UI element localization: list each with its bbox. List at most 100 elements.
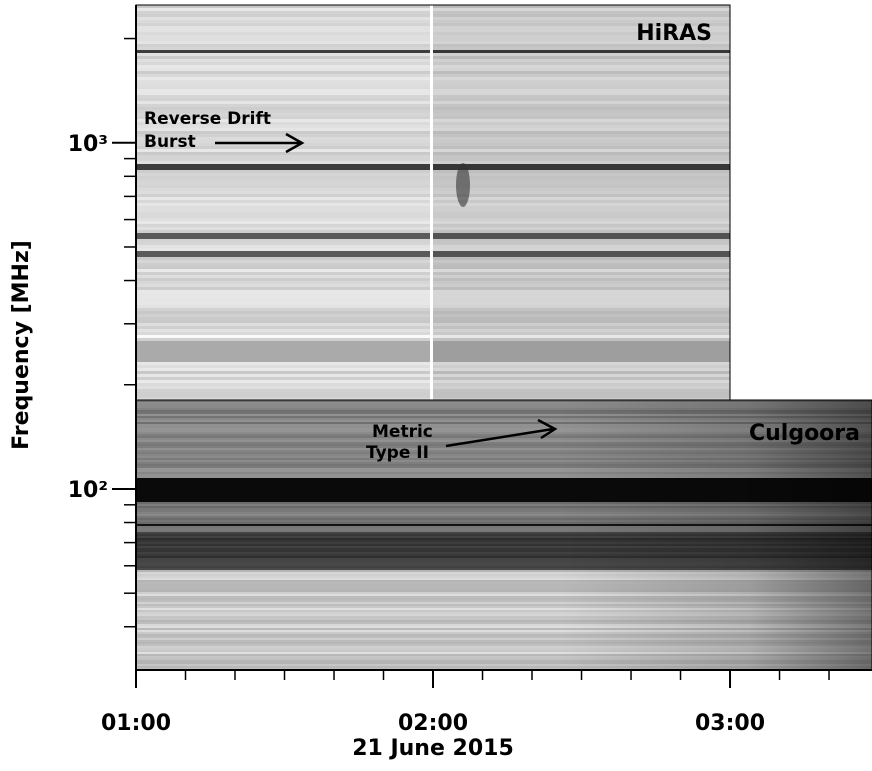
- texture: [136, 500, 872, 502]
- texture: [136, 598, 872, 600]
- texture: [136, 482, 872, 484]
- texture: [136, 630, 872, 632]
- texture: [136, 464, 872, 466]
- texture: [136, 412, 872, 414]
- texture: [136, 524, 872, 526]
- texture: [136, 652, 872, 654]
- texture: [136, 424, 872, 426]
- texture: [136, 480, 872, 482]
- texture: [136, 406, 872, 408]
- texture: [136, 602, 872, 604]
- texture: [136, 532, 872, 534]
- texture: [136, 638, 872, 640]
- texture: [136, 512, 872, 514]
- texture: [136, 408, 872, 410]
- texture: [136, 632, 872, 634]
- texture: [136, 492, 872, 494]
- texture: [136, 600, 872, 602]
- texture: [136, 432, 872, 434]
- texture: [136, 590, 872, 592]
- texture: [136, 570, 872, 572]
- texture: [136, 478, 872, 480]
- texture: [136, 498, 872, 500]
- texture: [136, 448, 872, 450]
- texture: [136, 526, 872, 528]
- texture: [136, 502, 872, 504]
- texture: [136, 438, 872, 440]
- texture: [136, 582, 872, 584]
- texture: [136, 664, 872, 666]
- texture: [136, 472, 872, 474]
- y-tick-label: 10²: [68, 478, 108, 503]
- annotation: Reverse Drift: [144, 109, 271, 129]
- x-axis-label: 21 June 2015: [352, 736, 514, 761]
- texture: [136, 576, 872, 578]
- texture: [136, 634, 872, 636]
- annotation: Culgoora: [749, 421, 860, 446]
- texture: [136, 450, 872, 452]
- texture: [136, 650, 872, 652]
- texture: [136, 440, 872, 442]
- texture: [136, 510, 872, 512]
- texture: [136, 648, 872, 650]
- texture: [136, 514, 872, 516]
- texture: [136, 538, 872, 540]
- texture: [136, 490, 872, 492]
- texture: [136, 460, 872, 462]
- texture: [136, 530, 872, 532]
- texture: [136, 506, 872, 508]
- texture: [136, 556, 872, 558]
- texture: [136, 568, 872, 570]
- texture: [136, 404, 872, 406]
- texture: [136, 542, 872, 544]
- texture: [136, 494, 872, 496]
- texture: [136, 486, 872, 488]
- x-tick-label: 02:00: [398, 711, 468, 736]
- y-axis-label: Frequency [MHz]: [9, 240, 34, 450]
- texture: [136, 458, 872, 460]
- texture: [136, 604, 872, 606]
- texture: [136, 416, 872, 418]
- texture: [136, 584, 872, 586]
- texture: [136, 434, 872, 436]
- texture: [136, 666, 872, 668]
- texture: [136, 402, 872, 404]
- texture: [136, 564, 872, 566]
- texture: [136, 468, 872, 470]
- y-tick-label: 10³: [68, 132, 108, 157]
- texture: [136, 614, 872, 616]
- texture: [136, 428, 872, 430]
- texture: [136, 608, 872, 610]
- texture: [136, 642, 872, 644]
- texture: [136, 534, 872, 536]
- texture: [136, 658, 872, 660]
- texture: [136, 644, 872, 646]
- texture: [136, 422, 872, 424]
- spectrogram-image: [135, 4, 872, 671]
- texture: [136, 426, 872, 428]
- texture: [136, 518, 872, 520]
- texture: [136, 560, 872, 562]
- texture: [430, 5, 433, 400]
- texture: [136, 462, 872, 464]
- texture: [136, 520, 872, 522]
- texture: [136, 628, 872, 630]
- texture: [136, 620, 872, 622]
- x-tick-label: 01:00: [101, 711, 171, 736]
- annotation: Type II: [366, 443, 429, 463]
- texture: [136, 522, 872, 524]
- texture: [136, 420, 872, 422]
- annotation: Metric: [372, 422, 433, 442]
- texture: [136, 656, 872, 658]
- texture: [136, 410, 872, 412]
- texture: [136, 594, 872, 596]
- texture: [136, 610, 872, 612]
- texture: [136, 470, 872, 472]
- arrow: [215, 132, 305, 154]
- annotation: Burst: [144, 132, 196, 152]
- texture: [136, 418, 872, 420]
- texture: [136, 586, 872, 588]
- arrow: [445, 418, 558, 448]
- texture: [136, 616, 872, 618]
